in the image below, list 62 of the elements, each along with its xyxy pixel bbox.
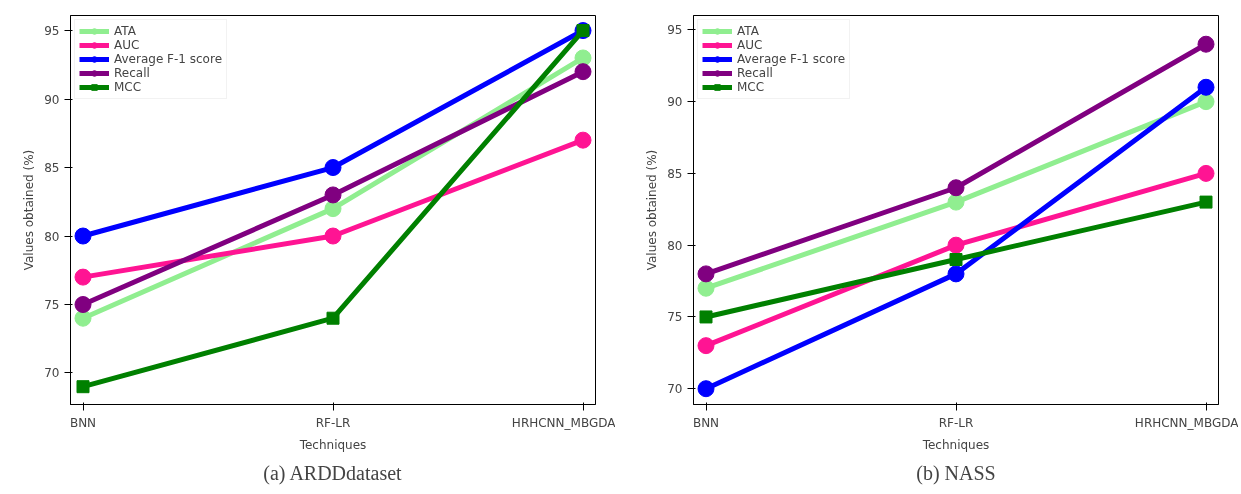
legend-label: ATA [114,24,136,38]
point [947,236,965,254]
point [697,279,715,297]
y-axis-title: Values obtained (%) [645,149,660,271]
point [324,200,342,218]
legend-label: AUC [114,38,140,52]
point [76,380,90,394]
point [324,159,342,177]
x-tick-label: HRHCNN_MBGDA [511,415,617,430]
legend-label: Recall [114,66,150,80]
legend-label: ATA [737,24,759,38]
point [697,380,715,398]
x-axis-title: Techniques [921,437,990,452]
x-tick-label: RF-LR [938,415,974,430]
point [947,265,965,283]
point [74,309,92,327]
y-tick-label: 95 [667,23,683,38]
y-tick-label: 95 [44,24,60,39]
point [324,186,342,204]
point [1197,35,1215,53]
y-tick-label: 70 [44,366,60,381]
point [1197,78,1215,96]
legend-label: MCC [737,80,765,94]
point [574,131,592,149]
text: (b) NASS [916,461,996,485]
y-tick-label: 85 [44,161,60,176]
x-tick-label: BNN [692,415,720,430]
point [574,49,592,67]
point [697,337,715,355]
y-tick-label: 80 [44,229,60,244]
point [697,265,715,283]
point [74,296,92,313]
y-tick-label: 90 [44,92,60,107]
point [324,227,342,245]
point [949,253,963,267]
legend-label: AUC [737,38,763,52]
y-tick-label: 70 [667,382,683,397]
point [947,193,965,211]
y-tick-label: 80 [667,238,683,253]
point [947,179,965,197]
point [1197,164,1215,182]
x-axis-title: Techniques [298,437,367,452]
y-tick-label: 75 [44,298,60,313]
x-tick-label: RF-LR [315,415,351,430]
legend-label: MCC [114,80,142,94]
point [699,310,713,324]
y-tick-label: 90 [667,95,683,110]
legend-label: Recall [737,66,773,80]
point [74,227,92,245]
x-tick-label: BNN [69,415,97,430]
point [574,63,592,81]
y-tick-label: 75 [667,310,683,325]
y-axis-title: Values obtained (%) [22,149,37,271]
text: (a) ARDDdataset [263,461,403,485]
point [1199,195,1213,209]
point [74,268,92,286]
x-tick-label: HRHCNN_MBGDA [1134,415,1240,430]
legend-label: Average F-1 score [737,52,846,66]
point [326,311,340,325]
point [1197,93,1215,111]
legend-label: Average F-1 score [114,52,223,66]
y-tick-label: 85 [667,166,683,181]
